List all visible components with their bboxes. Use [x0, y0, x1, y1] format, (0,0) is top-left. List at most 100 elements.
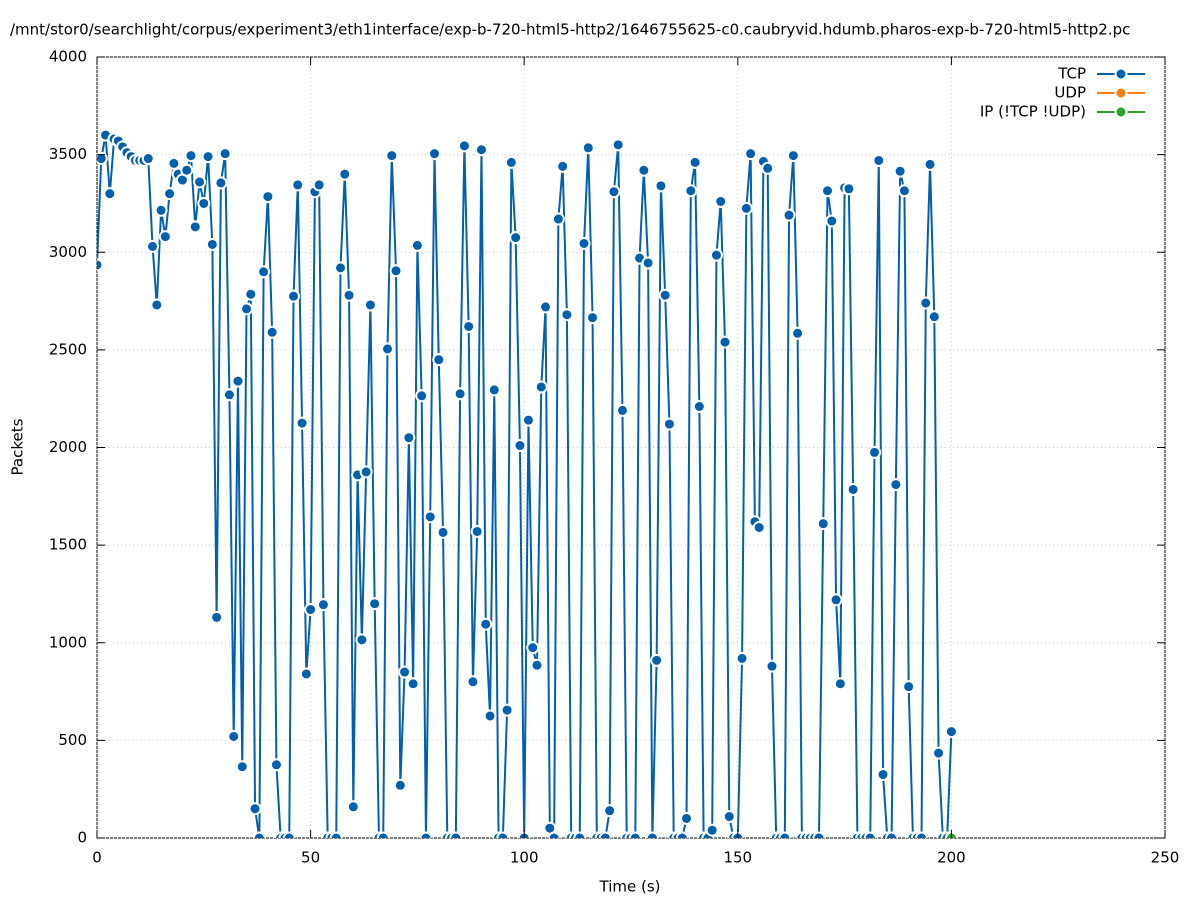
data-point [641, 256, 655, 270]
y-axis-label: Packets [9, 418, 27, 475]
data-point [872, 153, 886, 167]
data-point [761, 161, 775, 175]
data-point [812, 831, 826, 838]
data-point [530, 658, 544, 672]
x-tick-label: 100 [510, 849, 539, 867]
data-point [329, 831, 343, 838]
data-point [197, 196, 211, 210]
data-point [923, 157, 937, 171]
data-point [825, 214, 839, 228]
data-point [680, 811, 694, 825]
data-point [184, 149, 198, 163]
data-point [534, 380, 548, 394]
data-point [141, 152, 155, 166]
data-point [500, 703, 514, 717]
data-point [658, 288, 672, 302]
data-point [521, 413, 535, 427]
data-point [312, 178, 326, 192]
data-point [419, 831, 433, 838]
data-point [919, 296, 933, 310]
data-point [146, 239, 160, 253]
data-point [244, 287, 258, 301]
data-point [291, 178, 305, 192]
data-point [342, 288, 356, 302]
data-point [637, 163, 651, 177]
data-point [868, 445, 882, 459]
data-point [547, 831, 561, 838]
data-point [876, 768, 890, 782]
data-point [598, 831, 612, 838]
data-point [586, 311, 600, 325]
data-point [560, 308, 574, 322]
data-point [436, 525, 450, 539]
x-tick-label: 250 [1151, 849, 1180, 867]
data-point [739, 201, 753, 215]
data-point [103, 187, 117, 201]
data-point [338, 167, 352, 181]
legend-marker [1114, 67, 1128, 81]
data-point [692, 399, 706, 413]
data-point [509, 231, 523, 245]
data-point [334, 261, 348, 275]
data-point [607, 185, 621, 199]
data-point [406, 677, 420, 691]
data-point [816, 517, 830, 531]
data-point [389, 264, 403, 278]
data-point [410, 238, 424, 252]
data-point [457, 139, 471, 153]
data-point [709, 248, 723, 262]
data-point [346, 800, 360, 814]
data-point [252, 831, 266, 838]
data-point [718, 335, 732, 349]
data-point [885, 831, 899, 838]
data-point [167, 156, 181, 170]
data-point [581, 141, 595, 155]
data-point [376, 831, 390, 838]
data-point [393, 778, 407, 792]
data-point [479, 617, 493, 631]
data-point [380, 342, 394, 356]
data-point [218, 147, 232, 161]
data-point [240, 302, 254, 316]
y-tick-label: 0 [77, 829, 87, 847]
data-point [363, 298, 377, 312]
data-point [603, 804, 617, 818]
data-point [295, 416, 309, 430]
data-point [466, 675, 480, 689]
y-tick-label: 4000 [49, 48, 87, 66]
legend-marker [1114, 105, 1128, 119]
data-point [927, 310, 941, 324]
data-point [897, 184, 911, 198]
data-point [496, 831, 510, 838]
data-point [231, 374, 245, 388]
data-point [893, 164, 907, 178]
legend-label: TCP [1057, 65, 1086, 83]
data-point [269, 758, 283, 772]
x-tick-label: 0 [92, 849, 102, 867]
data-point [201, 150, 215, 164]
data-point [662, 417, 676, 431]
data-point [786, 149, 800, 163]
data-point [453, 387, 467, 401]
series-line [97, 134, 953, 838]
data-point [474, 143, 488, 157]
data-point [483, 709, 497, 723]
data-point [650, 653, 664, 667]
data-point [487, 383, 501, 397]
y-tick-label: 2500 [49, 340, 87, 358]
data-point [432, 353, 446, 367]
data-point [265, 325, 279, 339]
x-tick-label: 150 [723, 849, 752, 867]
data-point [628, 831, 642, 838]
data-point [526, 641, 540, 655]
data-point [257, 265, 271, 279]
data-point [615, 403, 629, 417]
data-point [684, 184, 698, 198]
data-point [261, 190, 275, 204]
y-tick-label: 2000 [49, 438, 87, 456]
data-point [470, 524, 484, 538]
data-point [316, 598, 330, 612]
data-point [833, 677, 847, 691]
data-point [611, 138, 625, 152]
